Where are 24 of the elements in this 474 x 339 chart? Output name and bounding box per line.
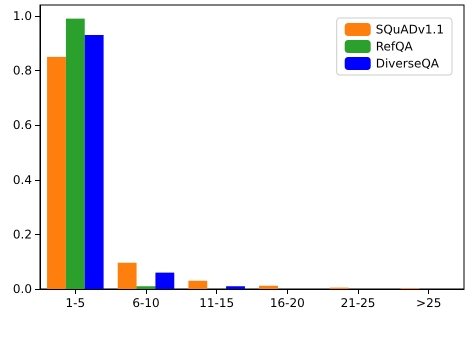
legend-label: SQuADv1.1 [376, 22, 444, 36]
y-tick-label: 0.6 [12, 118, 32, 132]
bar [118, 262, 137, 289]
y-tick-label: 0.2 [12, 227, 32, 242]
y-tick-label: 0.8 [12, 64, 32, 78]
x-tick-label: 6-10 [132, 296, 160, 310]
x-tick-label: 11-15 [199, 296, 234, 310]
y-tick-label: 0.0 [12, 282, 32, 296]
bar [155, 272, 174, 289]
x-tick-label: >25 [416, 296, 442, 310]
bar [84, 35, 104, 289]
bar [66, 18, 85, 289]
bar [259, 286, 278, 289]
x-tick-label: 21-25 [340, 296, 376, 310]
legend-label: RefQA [376, 40, 414, 54]
y-tick-label: 1.0 [12, 8, 32, 23]
bar [47, 56, 66, 289]
x-tick-label: 1-5 [66, 296, 86, 310]
legend-label: DiverseQA [376, 56, 440, 70]
bar [226, 286, 245, 289]
x-tick-label: 16-20 [270, 296, 305, 310]
bar [188, 280, 208, 289]
bar [136, 286, 156, 289]
y-tick-label: 0.4 [12, 172, 32, 187]
